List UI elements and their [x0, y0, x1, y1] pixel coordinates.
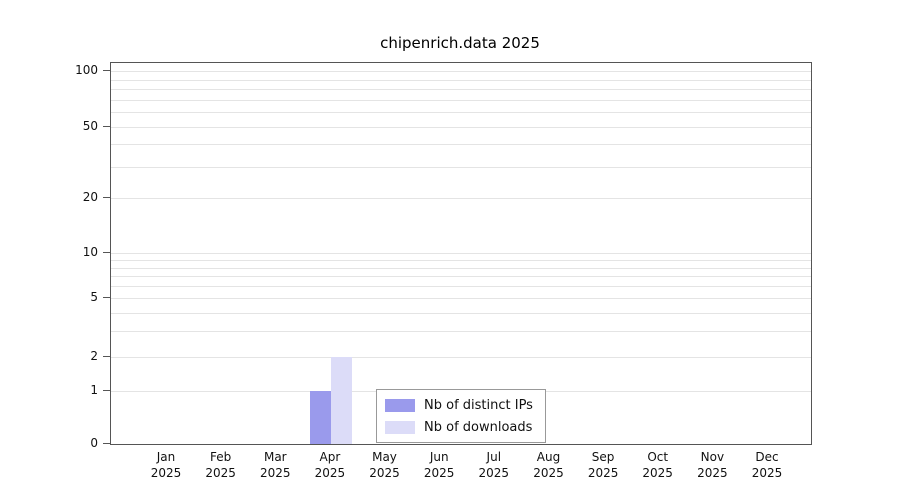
gridline — [111, 357, 811, 359]
x-axis-tick-label: Jul 2025 — [478, 450, 510, 480]
gridline — [111, 89, 811, 90]
gridline — [111, 79, 811, 81]
legend-row-distinct-ips: Nb of distinct IPs — [385, 394, 537, 416]
bar-nb-of-distinct-ips-apr — [309, 391, 331, 444]
y-axis-tick-label: 2 — [90, 349, 98, 364]
x-axis-tick-label: May 2025 — [369, 450, 400, 480]
legend-row-downloads: Nb of downloads — [385, 416, 537, 438]
x-axis-tick-label: Jan 2025 — [150, 450, 182, 480]
y-axis-tick-label: 50 — [82, 119, 98, 133]
gridline — [111, 144, 811, 146]
y-axis-tick-mark — [103, 443, 110, 444]
x-axis-tick-label: Jun 2025 — [423, 450, 455, 480]
gridline — [111, 331, 811, 332]
gridline — [111, 127, 811, 128]
legend-label-distinct-ips: Nb of distinct IPs — [424, 397, 533, 413]
y-axis-tick-mark — [103, 252, 110, 254]
legend: Nb of distinct IPs Nb of downloads — [376, 389, 546, 443]
y-axis-tick-label: 10 — [82, 245, 98, 260]
gridline — [111, 260, 811, 261]
x-axis-tick-label: Feb 2025 — [205, 450, 236, 480]
y-axis-tick-mark — [103, 356, 110, 358]
gridline — [111, 298, 811, 300]
y-axis-tick-label: 20 — [82, 190, 98, 205]
y-axis-tick-label: 5 — [90, 290, 98, 305]
x-axis-tick-label: Aug 2025 — [533, 450, 564, 480]
gridline — [111, 71, 811, 72]
gridline — [111, 267, 811, 269]
bar-nb-of-downloads-apr — [330, 357, 352, 444]
legend-swatch-distinct-ips — [385, 398, 415, 412]
gridline — [111, 312, 811, 314]
legend-swatch-downloads — [385, 420, 415, 434]
y-axis-tick-label: 1 — [90, 383, 98, 397]
gridline — [111, 166, 811, 168]
y-axis-tick-mark — [103, 126, 110, 127]
gridline — [111, 253, 811, 255]
x-axis-tick-label: Nov 2025 — [697, 450, 728, 480]
x-axis-tick-label: Sep 2025 — [587, 450, 619, 480]
gridline — [111, 99, 811, 101]
gridline — [111, 276, 811, 278]
x-axis-tick-label: Oct 2025 — [642, 450, 673, 480]
x-axis-tick-label: Mar 2025 — [260, 450, 291, 480]
chart-title: chipenrich.data 2025 — [380, 34, 540, 52]
x-axis-tick-label: Dec 2025 — [751, 450, 783, 480]
legend-label-downloads: Nb of downloads — [424, 419, 533, 435]
x-axis-tick-label: Apr 2025 — [314, 450, 346, 480]
y-axis-tick-mark — [103, 70, 110, 71]
plot-area: Nb of distinct IPs Nb of downloads — [110, 62, 812, 445]
gridline — [111, 198, 811, 200]
y-axis-tick-label: 0 — [90, 436, 98, 450]
y-axis-tick-label: 100 — [75, 63, 98, 77]
gridline — [111, 112, 811, 114]
y-axis-tick-mark — [103, 297, 110, 299]
y-axis-tick-mark — [103, 390, 110, 391]
y-axis-tick-mark — [103, 197, 110, 199]
gridline — [111, 286, 811, 288]
